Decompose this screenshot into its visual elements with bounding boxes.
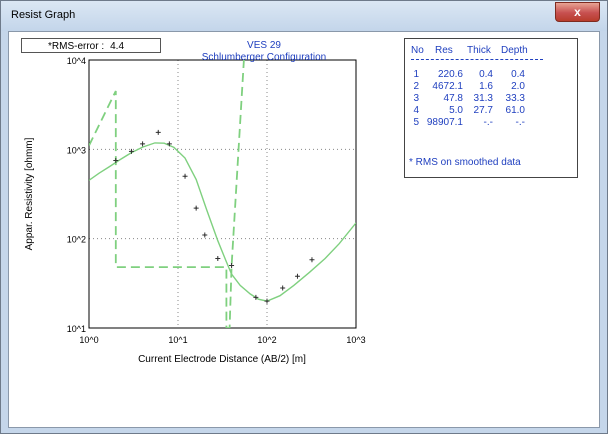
row-res: 4672.1 (432, 81, 463, 92)
row-no: 1 (413, 69, 419, 80)
row-res: 220.6 (437, 69, 463, 80)
plot-frame (88, 59, 357, 329)
rms-error-box: *RMS-error : 4.4 (21, 38, 161, 53)
row-no: 2 (413, 81, 419, 92)
row-res: 98907.1 (426, 117, 463, 128)
graph-client-area: 10^0 10^1 10^2 10^3 10^1 10^2 10^3 10^4 VES 29 … (8, 31, 600, 428)
window-title: Resist Graph (11, 9, 76, 21)
row-no: 5 (413, 117, 419, 128)
observed-point-dot (216, 257, 219, 260)
observed-point-dot (230, 264, 233, 267)
row-depth: 61.0 (505, 105, 525, 116)
x-tick-label: 10^0 (79, 335, 98, 345)
observed-point-dot (195, 207, 198, 209)
table-row: 2 4672.1 1.6 2.0 (405, 81, 579, 93)
observed-point-dot (141, 143, 144, 145)
row-depth: 0.4 (511, 69, 525, 80)
header-thick: Thick (467, 45, 491, 56)
chart-title-line2: Schlumberger Configuration (202, 52, 327, 63)
x-axis-label: Current Electrode Distance (AB/2) [m] (138, 354, 306, 365)
y-tick-label: 10^2 (67, 235, 86, 245)
observed-point-dot (203, 234, 206, 236)
row-thick: 1.6 (479, 81, 493, 92)
row-thick: -.- (483, 117, 493, 128)
row-no: 3 (413, 93, 419, 104)
close-button[interactable]: x (555, 2, 600, 22)
y-tick-label: 10^3 (67, 145, 86, 155)
row-res: 5.0 (449, 105, 463, 116)
row-res: 47.8 (443, 93, 463, 104)
header-no: No (411, 45, 424, 56)
x-tick-label: 10^1 (168, 335, 187, 345)
layer-table: No Res Thick Depth 1 220.6 0.4 0.4 2 467… (404, 38, 578, 178)
row-thick: 0.4 (479, 69, 493, 80)
chart-title-line1: VES 29 (247, 40, 281, 51)
observed-point-dot (311, 258, 313, 261)
observed-point-dot (130, 150, 133, 153)
row-depth: -.- (515, 117, 525, 128)
observed-point-dot (296, 275, 299, 278)
row-thick: 31.3 (473, 93, 493, 104)
row-no: 4 (413, 105, 419, 116)
rms-label: *RMS-error : (48, 41, 105, 52)
y-tick-label: 10^4 (67, 56, 86, 66)
x-tick-label: 10^3 (346, 335, 365, 345)
table-row: 1 220.6 0.4 0.4 (405, 69, 579, 81)
observed-point-dot (184, 175, 186, 178)
resistivity-chart: 10^0 10^1 10^2 10^310^110^210^310^4 VES 29 … (24, 40, 366, 365)
observed-point-dot (157, 131, 160, 134)
observed-point-dot (254, 296, 257, 299)
observed-point-dot (281, 287, 284, 289)
rms-value: 4.4 (110, 41, 125, 52)
header-divider (411, 59, 543, 60)
y-tick-label: 10^1 (67, 324, 86, 334)
table-row: 4 5.0 27.7 61.0 (405, 105, 579, 117)
header-res: Res (435, 45, 453, 56)
observed-point-dot (266, 300, 268, 303)
title-bar[interactable]: Resist Graph x (1, 1, 607, 31)
y-axis-label: Appar. Resistivity [ohmm] (24, 137, 35, 250)
row-thick: 27.7 (473, 105, 493, 116)
table-row: 3 47.8 31.3 33.3 (405, 93, 579, 105)
observed-point-dot (114, 159, 117, 162)
row-depth: 33.3 (505, 93, 525, 104)
layer-model-line (89, 60, 251, 328)
x-tick-label: 10^2 (257, 335, 276, 345)
table-row: 5 98907.1 -.- -.- (405, 117, 579, 129)
row-depth: 2.0 (511, 81, 525, 92)
observed-point-dot (168, 143, 171, 145)
header-depth: Depth (501, 45, 528, 56)
rms-note: * RMS on smoothed data (409, 157, 521, 168)
calculated-curve-line (89, 142, 356, 302)
